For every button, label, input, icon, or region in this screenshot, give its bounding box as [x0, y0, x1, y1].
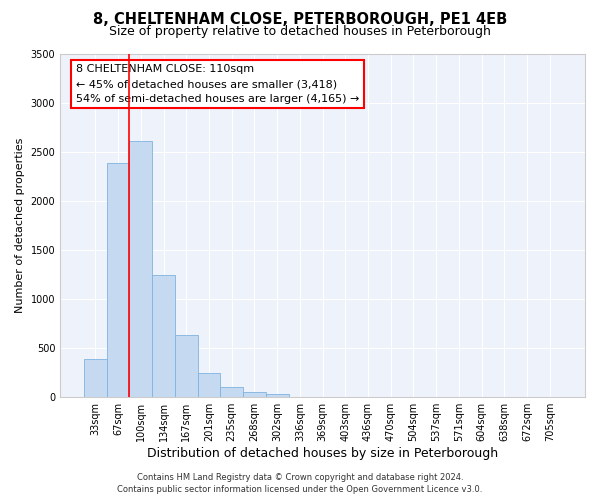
- Text: Contains HM Land Registry data © Crown copyright and database right 2024.
Contai: Contains HM Land Registry data © Crown c…: [118, 472, 482, 494]
- Bar: [107, 163, 130, 397]
- Text: 8, CHELTENHAM CLOSE, PETERBOROUGH, PE1 4EB: 8, CHELTENHAM CLOSE, PETERBOROUGH, PE1 4…: [93, 12, 507, 28]
- Bar: [152, 274, 175, 397]
- Y-axis label: Number of detached properties: Number of detached properties: [15, 138, 25, 314]
- Bar: [175, 336, 197, 397]
- Bar: [220, 388, 243, 397]
- Bar: [84, 359, 107, 397]
- Bar: [130, 142, 152, 397]
- Text: 8 CHELTENHAM CLOSE: 110sqm
← 45% of detached houses are smaller (3,418)
54% of s: 8 CHELTENHAM CLOSE: 110sqm ← 45% of deta…: [76, 64, 359, 104]
- Bar: [243, 392, 266, 397]
- Bar: [266, 394, 289, 397]
- Text: Size of property relative to detached houses in Peterborough: Size of property relative to detached ho…: [109, 25, 491, 38]
- Bar: [197, 372, 220, 397]
- X-axis label: Distribution of detached houses by size in Peterborough: Distribution of detached houses by size …: [147, 447, 498, 460]
